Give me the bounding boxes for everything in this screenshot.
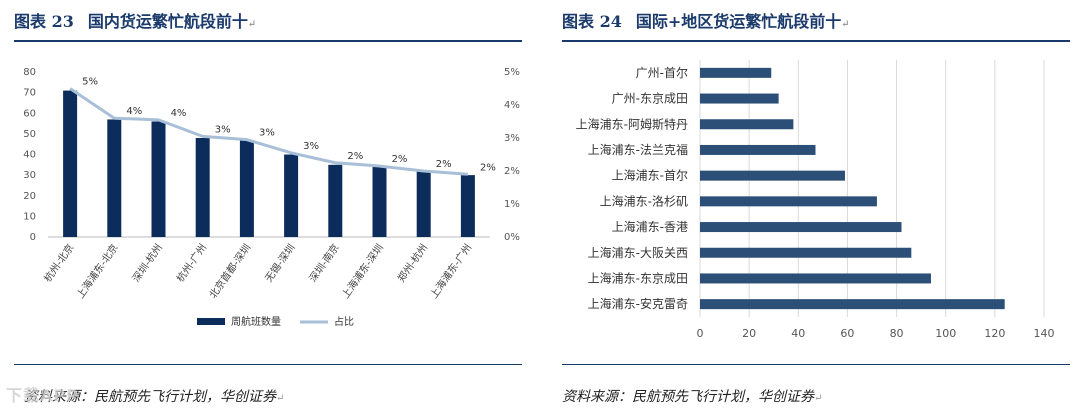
x-tick-label: 20 xyxy=(742,327,756,340)
y-category-label: 上海浦东-香港 xyxy=(612,219,688,234)
legend-bar-swatch xyxy=(197,318,225,325)
y-category-label: 上海浦东-法兰克福 xyxy=(588,142,688,157)
share-data-label: 4% xyxy=(126,106,142,117)
y-category-label: 上海浦东-东京成田 xyxy=(588,270,688,285)
right-top-rule xyxy=(562,40,1070,42)
left-y-tick-label: 80 xyxy=(23,67,36,78)
left-y-tick-label: 30 xyxy=(23,170,36,181)
right-figure-panel: 图表 24 国际+地区货运繁忙航段前十↵ 0 20 40 60 80 100 120 140 广州… xyxy=(548,0,1078,415)
x-category-label: 无锡-深圳 xyxy=(262,241,298,284)
bar-weekly-flights xyxy=(239,140,254,237)
x-category-label: 杭州-广州 xyxy=(173,241,209,284)
bar-weekly-flights xyxy=(284,154,299,237)
horizontal-bar xyxy=(700,196,877,207)
left-source-note: 资料来源：民航预先飞行计划，华创证券↵ xyxy=(24,389,285,405)
x-category-label: 深圳-南京 xyxy=(306,241,342,284)
x-tick-label: 120 xyxy=(984,327,1005,340)
y-category-label: 上海浦东-阿姆斯特丹 xyxy=(576,116,688,131)
watermark: 下载APP xyxy=(6,386,79,405)
x-tick-label: 0 xyxy=(697,327,704,340)
share-line xyxy=(69,87,469,176)
left-y-tick-label: 40 xyxy=(23,150,36,161)
legend-bar-label: 周航班数量 xyxy=(231,315,281,328)
share-data-label: 2% xyxy=(480,162,496,173)
x-tick-label: 40 xyxy=(791,327,805,340)
y-category-label: 上海浦东-大阪关西 xyxy=(588,245,688,260)
left-figure-caption: 国内货运繁忙航段前十 xyxy=(87,12,248,31)
x-category-label: 杭州-北京 xyxy=(41,241,77,284)
horizontal-bar xyxy=(700,222,902,233)
x-category-label: 北京首都-深圳 xyxy=(206,241,253,301)
share-data-label: 2% xyxy=(436,159,452,170)
legend-line-label: 占比 xyxy=(334,315,354,328)
left-figure-panel: 图表 23 国内货运繁忙航段前十↵ 0 10 20 30 40 50 60 70 80 0% 1% 2%… xyxy=(0,0,530,415)
x-category-label: 深圳-杭州 xyxy=(129,241,165,284)
left-y-tick-label: 70 xyxy=(23,88,36,99)
left-y-tick-label: 50 xyxy=(23,129,36,140)
horizontal-bar xyxy=(700,119,794,130)
left-y-tick-label: 60 xyxy=(23,108,36,119)
horizontal-bar xyxy=(700,170,845,181)
x-tick-label: 60 xyxy=(840,327,854,340)
right-y-tick-label: 2% xyxy=(504,166,520,177)
share-data-label: 2% xyxy=(347,151,363,162)
share-data-label: 3% xyxy=(215,124,231,135)
right-figure-caption: 国际+地区货运繁忙航段前十 xyxy=(635,12,842,31)
x-category-label: 上海浦东-北京 xyxy=(74,241,121,301)
y-category-label: 上海浦东-安克雷奇 xyxy=(588,296,688,311)
horizontal-bar xyxy=(700,67,772,78)
bar-weekly-flights xyxy=(195,138,210,237)
share-data-label: 4% xyxy=(171,108,187,119)
x-category-label: 上海浦东-深圳 xyxy=(339,241,386,301)
bar-weekly-flights xyxy=(372,166,387,237)
horizontal-bar xyxy=(700,93,779,104)
share-data-label: 2% xyxy=(392,154,408,165)
left-y-tick-label: 10 xyxy=(23,211,36,222)
horizontal-bar xyxy=(700,273,931,284)
x-tick-label: 140 xyxy=(1034,327,1055,340)
x-tick-label: 100 xyxy=(935,327,956,340)
right-source-note: 资料来源：民航预先飞行计划，华创证券↵ xyxy=(562,389,823,405)
bar-weekly-flights xyxy=(107,119,122,237)
bar-weekly-flights xyxy=(63,90,78,237)
right-y-tick-label: 1% xyxy=(504,199,520,210)
right-y-tick-label: 4% xyxy=(504,100,520,111)
y-category-label: 上海浦东-首尔 xyxy=(612,168,688,183)
left-y-tick-label: 0 xyxy=(30,232,36,243)
bar-weekly-flights xyxy=(151,121,166,237)
y-category-label: 广州-首尔 xyxy=(636,65,688,80)
left-y-tick-label: 20 xyxy=(23,191,36,202)
horizontal-bar xyxy=(700,299,1005,310)
x-category-label: 郑州-杭州 xyxy=(394,241,430,284)
x-tick-label: 80 xyxy=(890,327,904,340)
right-bottom-rule xyxy=(562,364,1070,365)
right-horizontal-bar-chart: 0 20 40 60 80 100 120 140 广州-首尔广州-东京成田上海浦东-阿姆斯特丹… xyxy=(576,60,1055,340)
left-bottom-rule xyxy=(14,364,522,365)
left-figure-number: 图表 23 xyxy=(14,12,74,31)
left-bar-line-chart: 0 10 20 30 40 50 60 70 80 0% 1% 2% 3% 4% 5% 5% 4% 4% 3% 3% 3… xyxy=(23,67,520,328)
right-y-tick-label: 5% xyxy=(504,67,520,78)
bar-weekly-flights xyxy=(460,175,475,237)
bar-weekly-flights xyxy=(328,164,343,237)
right-y-tick-label: 3% xyxy=(504,133,520,144)
share-data-label: 3% xyxy=(259,128,275,139)
bar-weekly-flights xyxy=(416,171,431,237)
x-category-label: 上海浦东-广州 xyxy=(427,241,474,301)
share-data-label: 3% xyxy=(303,141,319,152)
horizontal-bar xyxy=(700,144,816,155)
right-figure-title: 图表 24 国际+地区货运繁忙航段前十↵ xyxy=(562,12,850,31)
right-figure-number: 图表 24 xyxy=(562,12,622,31)
horizontal-bar xyxy=(700,247,912,258)
left-figure-title: 图表 23 国内货运繁忙航段前十↵ xyxy=(14,12,257,31)
y-category-label: 上海浦东-洛杉矶 xyxy=(600,193,688,208)
right-y-tick-label: 0% xyxy=(504,232,520,243)
share-data-label: 5% xyxy=(82,77,98,88)
left-top-rule xyxy=(14,40,522,42)
y-category-label: 广州-东京成田 xyxy=(612,92,688,106)
